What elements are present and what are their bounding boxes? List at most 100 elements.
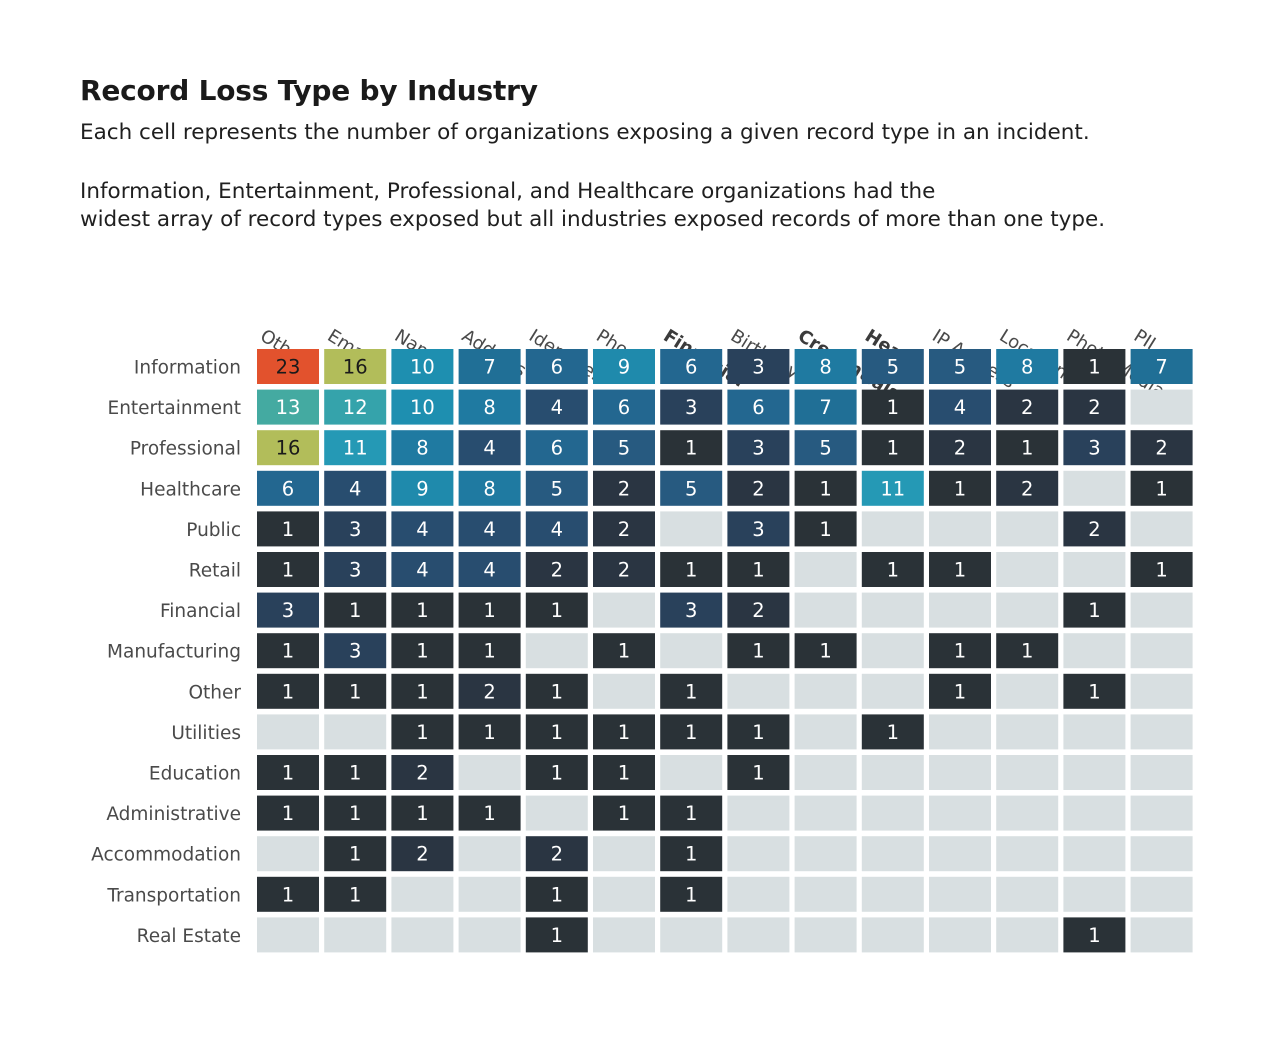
row-label-accommodation: Accommodation <box>91 845 241 866</box>
heatmap-cell <box>929 917 991 953</box>
cell-value-label: 2 <box>416 762 428 785</box>
heatmap-cell <box>525 349 588 384</box>
cell-value-label: 1 <box>483 640 495 663</box>
heatmap-cell <box>525 389 588 425</box>
heatmap-cell <box>458 552 521 587</box>
cell-value-label: 1 <box>887 396 899 419</box>
heatmap-cell <box>458 633 521 669</box>
heatmap-cell <box>861 673 924 709</box>
heatmap-cell <box>1063 470 1126 506</box>
heatmap-cell <box>996 795 1059 831</box>
heatmap-cell <box>727 755 790 790</box>
heatmap-cell <box>1130 714 1193 750</box>
heatmap-cell <box>1063 917 1126 953</box>
heatmap-cell <box>1130 836 1193 872</box>
row-label-public: Public <box>186 520 241 541</box>
heatmap-cell <box>458 430 521 466</box>
heatmap-cell <box>660 552 723 587</box>
heatmap-cell <box>794 917 857 953</box>
heatmap-cell <box>794 592 857 628</box>
heatmap-cell <box>391 917 454 953</box>
heatmap-cell <box>324 836 387 872</box>
cell-value-label: 1 <box>282 640 294 663</box>
cell-value-label: 8 <box>483 477 495 500</box>
heatmap-cell <box>391 673 454 709</box>
cell-value-label: 6 <box>551 437 563 460</box>
heatmap-cell <box>727 633 790 669</box>
heatmap-cell <box>257 714 319 750</box>
heatmap-cell <box>794 511 857 547</box>
heatmap-cell <box>996 876 1059 912</box>
cell-value-label: 1 <box>954 680 966 703</box>
heatmap-cell <box>861 470 924 506</box>
heatmap-cell <box>929 470 991 506</box>
heatmap-cell <box>391 511 454 547</box>
heatmap-cell <box>929 592 991 628</box>
cell-value-label: 1 <box>416 599 428 622</box>
heatmap-cell <box>996 673 1059 709</box>
cell-value-label: 1 <box>416 640 428 663</box>
heatmap-cell <box>861 633 924 669</box>
cell-value-label: 1 <box>685 843 697 866</box>
heatmap-cell <box>458 755 521 790</box>
cell-value-label: 1 <box>1021 640 1033 663</box>
cell-value-label: 1 <box>349 883 361 906</box>
cell-value-label: 1 <box>551 599 563 622</box>
cell-value-label: 1 <box>1088 599 1100 622</box>
cell-value-label: 1 <box>551 721 563 744</box>
heatmap-cell <box>324 470 387 506</box>
cell-value-label: 1 <box>887 437 899 460</box>
heatmap-cell <box>525 633 588 669</box>
cell-value-label: 8 <box>819 356 831 379</box>
heatmap-cell <box>794 552 857 587</box>
cell-value-label: 4 <box>954 396 966 419</box>
cell-value-label: 12 <box>343 396 368 419</box>
cell-value-label: 3 <box>1088 437 1100 460</box>
heatmap-cell <box>727 592 790 628</box>
cell-value-label: 1 <box>954 559 966 582</box>
heatmap-cell <box>593 552 655 587</box>
heatmap-cell <box>861 714 924 750</box>
heatmap-cell <box>861 592 924 628</box>
heatmap-cell <box>1130 349 1193 384</box>
cell-value-label: 2 <box>618 559 630 582</box>
heatmap-cell <box>929 633 991 669</box>
heatmap-cell <box>324 673 387 709</box>
row-label-other: Other <box>188 682 241 703</box>
cell-value-label: 1 <box>887 559 899 582</box>
cell-value-label: 5 <box>551 477 563 500</box>
heatmap-cell <box>257 876 319 912</box>
heatmap-cell <box>1063 349 1126 384</box>
heatmap-cell <box>660 389 723 425</box>
heatmap-cell <box>324 349 387 384</box>
heatmap-cell <box>794 755 857 790</box>
heatmap-cell <box>391 389 454 425</box>
cell-value-label: 4 <box>416 559 428 582</box>
cell-value-label: 2 <box>483 680 495 703</box>
heatmap-cell <box>727 714 790 750</box>
heatmap-cell <box>257 389 319 425</box>
cell-value-label: 1 <box>282 802 294 825</box>
cell-value-label: 1 <box>685 883 697 906</box>
heatmap-cell <box>794 795 857 831</box>
heatmap-cell <box>660 349 723 384</box>
cell-value-label: 1 <box>752 640 764 663</box>
cell-value-label: 16 <box>343 356 368 379</box>
cell-value-label: 1 <box>416 680 428 703</box>
cell-value-label: 1 <box>551 680 563 703</box>
heatmap-cell <box>929 795 991 831</box>
heatmap-cell <box>929 389 991 425</box>
heatmap-cell <box>861 349 924 384</box>
cell-value-label: 6 <box>685 356 697 379</box>
heatmap-cell <box>257 917 319 953</box>
heatmap-cell <box>525 917 588 953</box>
heatmap-cell <box>727 552 790 587</box>
heatmap-cell <box>324 755 387 790</box>
cell-value-label: 2 <box>551 843 563 866</box>
heatmap-cell <box>525 673 588 709</box>
cell-value-label: 6 <box>282 477 294 500</box>
heatmap-cell <box>794 876 857 912</box>
cell-value-label: 2 <box>618 477 630 500</box>
cell-value-label: 1 <box>1088 680 1100 703</box>
heatmap-cell <box>660 592 723 628</box>
